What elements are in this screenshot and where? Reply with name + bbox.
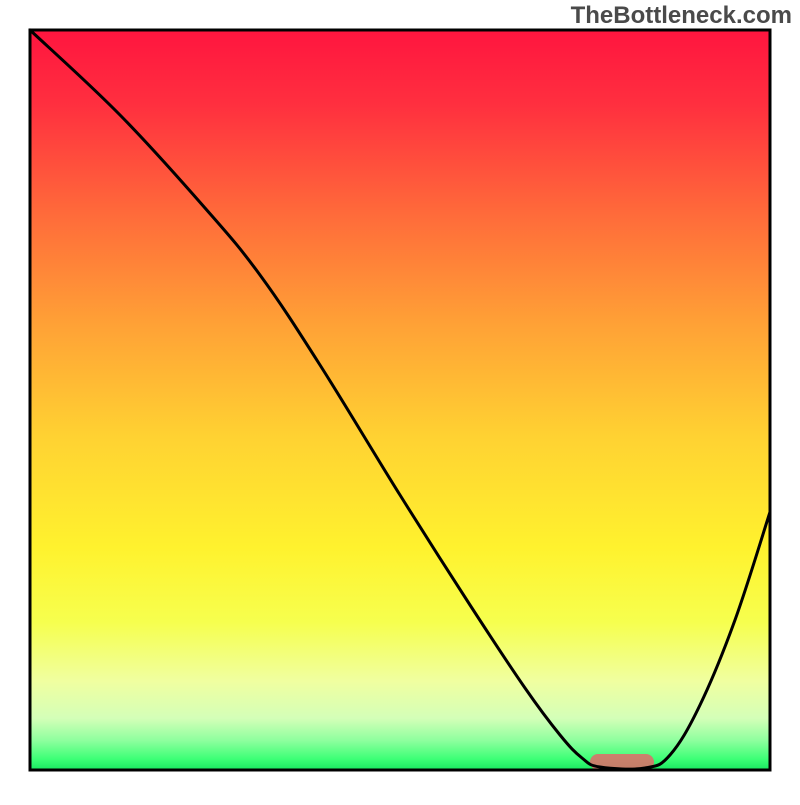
gradient-background: [30, 30, 770, 770]
bottleneck-chart: [0, 0, 800, 800]
watermark-text: TheBottleneck.com: [571, 2, 792, 30]
chart-svg: [0, 0, 800, 800]
